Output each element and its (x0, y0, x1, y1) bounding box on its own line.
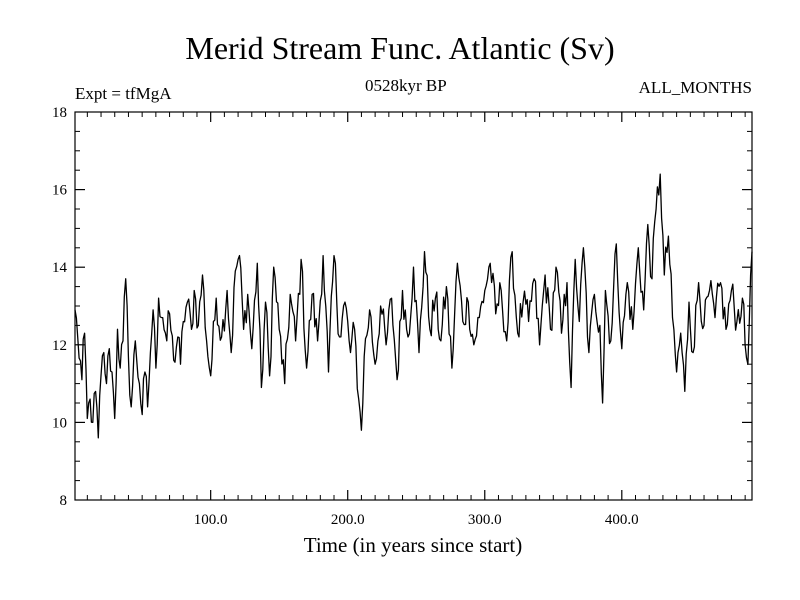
y-tick-label: 16 (52, 183, 68, 199)
y-tick-label: 10 (52, 415, 67, 431)
y-tick-label: 18 (52, 105, 67, 121)
experiment-label: Expt = tfMgA (75, 84, 172, 103)
x-tick-label: 400.0 (605, 512, 639, 528)
plot-frame (74, 111, 753, 501)
series-line (74, 173, 753, 439)
minor-ticks (75, 112, 752, 500)
period-label: 0528kyr BP (365, 76, 447, 95)
series-layer (74, 173, 753, 439)
chart-title: Merid Stream Func. Atlantic (Sv) (185, 30, 615, 66)
x-tick-label: 200.0 (331, 512, 365, 528)
major-ticks (75, 112, 752, 500)
y-tick-label: 8 (60, 493, 68, 509)
y-tick-label: 12 (52, 338, 67, 354)
x-tick-label: 100.0 (194, 512, 228, 528)
x-tick-label: 300.0 (468, 512, 502, 528)
months-label: ALL_MONTHS (638, 78, 752, 97)
x-axis-label: Time (in years since start) (303, 533, 523, 557)
tick-labels: 100.0 200.0 300.0 400.0 8 10 12 14 16 18 (52, 105, 639, 528)
y-tick-label: 14 (52, 260, 68, 276)
